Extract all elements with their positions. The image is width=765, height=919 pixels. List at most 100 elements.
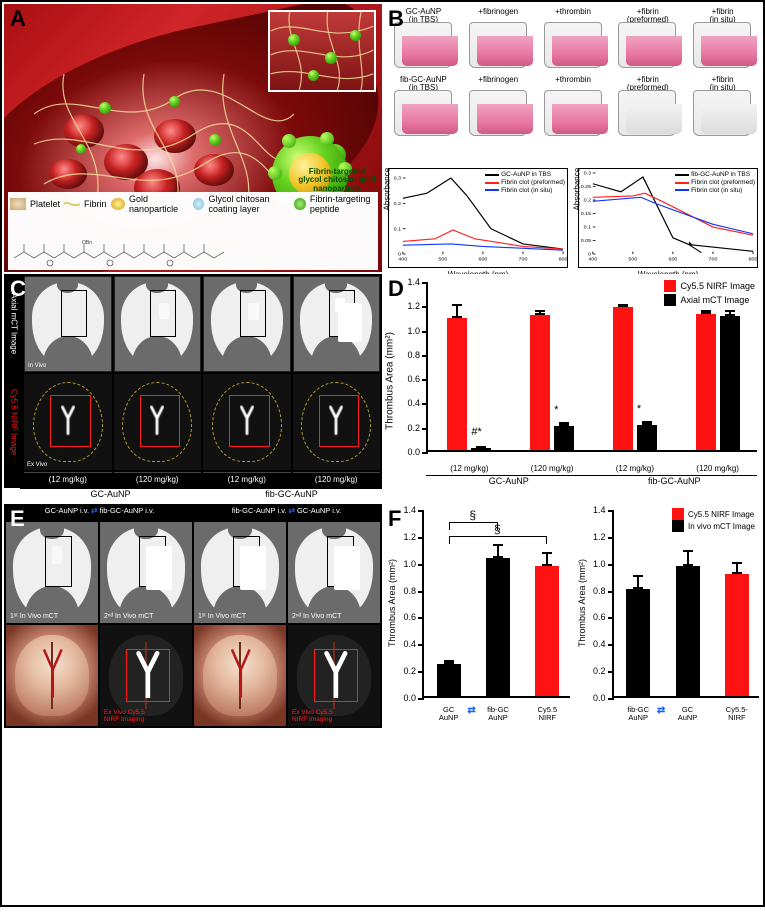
svg-text:0.2: 0.2 [394, 201, 402, 207]
nanoparticle-icon [99, 102, 111, 114]
svg-text:0.25: 0.25 [581, 184, 592, 190]
x-tick-label: fib-GCAuNP [477, 706, 519, 722]
bar-chart: 0.00.20.40.60.81.01.21.4#*(12 mg/kg)*(12… [426, 282, 757, 452]
vial: +fibrin (in situ) [687, 8, 758, 68]
vial: +fibrinogen [463, 76, 534, 136]
axis-label: Thrombus Area (mm²) [577, 559, 587, 647]
bar [626, 589, 650, 696]
vial: +thrombin [538, 8, 609, 68]
legend-item: fib-GC-AuNP in TBS [675, 171, 755, 179]
ct-image [203, 276, 291, 372]
vial: +fibrin (preformed) [612, 76, 683, 136]
fibrin-icon [64, 198, 80, 210]
svg-text:500: 500 [628, 257, 637, 263]
nirf-image [293, 374, 381, 470]
svg-text:700: 700 [519, 257, 528, 263]
x-tick-label: Cy5.5-NIRF [716, 706, 758, 722]
panel-c: Axial mCT ImageIn VivoCy5.5 NIRF ImageEx… [4, 274, 382, 488]
legend-item: Fibrin clot (in situ) [485, 187, 565, 195]
x-tick-label: GCAuNP [667, 706, 709, 722]
vial: +fibrin (preformed) [612, 8, 683, 68]
legend-item: GC-AuNP in TBS [485, 171, 565, 179]
peptide-icon [294, 198, 305, 210]
dose-label: (12 mg/kg) [203, 472, 291, 486]
dose-label: (120 mg/kg) [114, 472, 202, 486]
svg-text:0.15: 0.15 [581, 211, 592, 217]
ct-image: 1ˢᵗ In Vivo mCT [6, 522, 98, 623]
panel-f-label: F [388, 506, 401, 532]
x-tick-label: (120 mg/kg) [688, 465, 748, 474]
axis-label: Thrombus Area (mm²) [385, 332, 396, 430]
svg-text:0.05: 0.05 [581, 238, 592, 244]
panel-f: Cy5.5 NIRF ImageIn vivo mCT Image Thromb… [384, 504, 763, 728]
nanoparticle-icon [325, 52, 337, 64]
group-label: fib-GC-AuNP [592, 475, 758, 486]
x-tick-label: Cy5.5NIRF [526, 706, 568, 722]
bar [613, 307, 633, 450]
legend-item: Fibrin clot (preformed) [485, 179, 565, 187]
bar [437, 664, 461, 696]
svg-text:0: 0 [398, 252, 401, 258]
ct-image: In Vivo [24, 276, 112, 372]
spectrum-right: 40050060070080000.050.10.150.20.250.3 fi… [578, 168, 758, 268]
spectrum-left: 40050060070080000.10.20.3 GC-AuNP in TBS… [388, 168, 568, 268]
nirf-image: Ex Vivo Cy5.5 NIRF Imaging [288, 625, 380, 726]
panel-e: GC-AuNP i.v. ⇄ fib-GC-AuNP i.v.fib-GC-Au… [4, 504, 382, 728]
panel-e-label: E [10, 506, 25, 532]
ct-image [293, 276, 381, 372]
ct-image: 1ˢᵗ In Vivo mCT [194, 522, 286, 623]
panel-a-schematic: Fibrin-targeted glycol chitosan gold nan… [4, 4, 382, 272]
bar [720, 316, 740, 450]
significance-mark: * [554, 404, 558, 416]
brain-photo [194, 625, 286, 726]
x-tick-label: (12 mg/kg) [605, 465, 665, 474]
svg-text:500: 500 [438, 257, 447, 263]
dose-label: (120 mg/kg) [293, 472, 381, 486]
significance-mark: * [637, 403, 641, 415]
vial-label: +thrombin [538, 8, 609, 16]
nanoparticle-icon [288, 34, 300, 46]
svg-text:0.3: 0.3 [584, 171, 592, 177]
ct-image: 2ⁿᵈ In Vivo mCT [288, 522, 380, 623]
coating-icon [193, 198, 204, 210]
x-tick-label: (12 mg/kg) [439, 465, 499, 474]
bar [676, 566, 700, 696]
legend-text: Fibrin [84, 199, 107, 209]
nanoparticle-icon [308, 70, 319, 81]
large-np-caption: Fibrin-targeted glycol chitosan gold nan… [298, 168, 376, 194]
panel-c-label: C [10, 276, 26, 302]
svg-text:800: 800 [749, 257, 757, 263]
bar [535, 566, 559, 696]
vial: fib-GC-AuNP (in TBS) [388, 76, 459, 136]
legend-text: Fibrin-targeting peptide [310, 194, 376, 214]
nirf-image [114, 374, 202, 470]
svg-text:0.3: 0.3 [394, 176, 402, 182]
legend-text: Platelet [30, 199, 60, 209]
nirf-image: Ex Vivo [24, 374, 112, 470]
group-label: GC-AuNP [426, 475, 592, 486]
ct-image [114, 276, 202, 372]
platelet-icon [10, 198, 26, 210]
nanoparticle-icon [350, 30, 361, 41]
svg-text:700: 700 [709, 257, 718, 263]
legend-item: Fibrin clot (in situ) [675, 187, 755, 195]
chemical-structure-icon: OBn [12, 238, 232, 268]
vial-label: +thrombin [538, 76, 609, 84]
svg-text:600: 600 [668, 257, 677, 263]
bar [696, 314, 716, 450]
vial-row-1: GC-AuNP (in TBS)+fibrinogen+thrombin+fib… [388, 8, 758, 68]
svg-text:0.2: 0.2 [584, 198, 592, 204]
legend-text: Gold nanoparticle [129, 194, 193, 214]
nirf-image: Ex Vivo Cy5.5 NIRF Imaging [100, 625, 192, 726]
svg-text:OBn: OBn [82, 240, 92, 246]
bar [447, 318, 467, 450]
axis-label: Absorbance [573, 168, 582, 211]
d-group-row: GC-AuNP fib-GC-AuNP [426, 475, 757, 486]
brain-photo [6, 625, 98, 726]
vial-row-2: fib-GC-AuNP (in TBS)+fibrinogen +thrombin… [388, 76, 758, 136]
uv-vis-spectra: 40050060070080000.10.20.3 GC-AuNP in TBS… [388, 168, 758, 268]
nanoparticle-icon [169, 96, 180, 107]
svg-text:0.1: 0.1 [584, 225, 592, 231]
panel-e-headers: GC-AuNP i.v. ⇄ fib-GC-AuNP i.v.fib-GC-Au… [6, 506, 380, 520]
legend-item: Fibrin clot (preformed) [675, 179, 755, 187]
